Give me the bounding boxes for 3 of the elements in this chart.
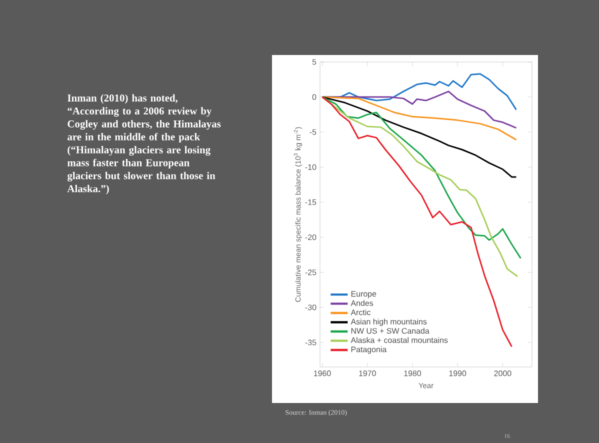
line-series	[322, 96, 512, 348]
text: Inman (2010) has noted, “According to a 2006 review by Cogley and others, the Himalayas are in the middle of the pack (“Himalayan glaciers are losing mass faster than European glaciers but slower than those in Alaska.”)	[67, 94, 221, 194]
line-series	[322, 96, 517, 178]
